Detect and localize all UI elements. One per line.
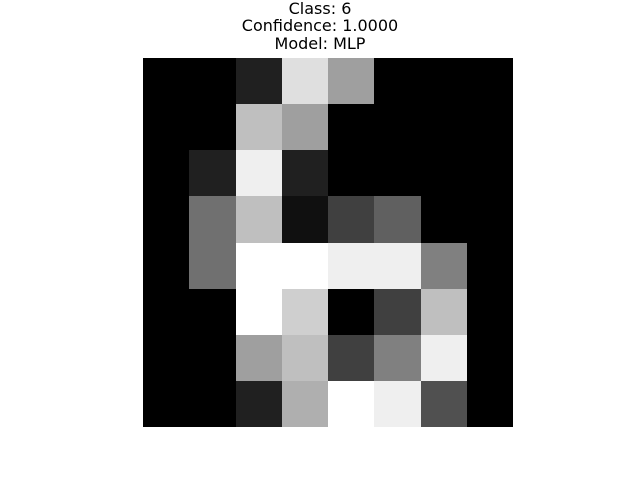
pixel-cell-r1-c5 — [374, 104, 421, 150]
pixel-cell-r0-c7 — [467, 58, 513, 104]
pixel-cell-r3-c3 — [282, 196, 328, 243]
pixel-cell-r0-c4 — [328, 58, 374, 104]
pixel-cell-r1-c1 — [189, 104, 236, 150]
pixel-cell-r3-c0 — [143, 196, 189, 243]
pixel-cell-r2-c3 — [282, 150, 328, 196]
pixel-cell-r4-c5 — [374, 243, 421, 289]
pixel-cell-r4-c3 — [282, 243, 328, 289]
pixel-cell-r5-c3 — [282, 289, 328, 335]
pixel-cell-r5-c7 — [467, 289, 513, 335]
pixel-cell-r1-c4 — [328, 104, 374, 150]
pixel-cell-r7-c3 — [282, 381, 328, 427]
pixel-cell-r7-c2 — [236, 381, 282, 427]
pixel-cell-r3-c7 — [467, 196, 513, 243]
pixel-cell-r7-c0 — [143, 381, 189, 427]
pixel-cell-r2-c0 — [143, 150, 189, 196]
pixel-cell-r3-c1 — [189, 196, 236, 243]
pixel-cell-r4-c7 — [467, 243, 513, 289]
pixel-cell-r4-c2 — [236, 243, 282, 289]
pixel-cell-r6-c0 — [143, 335, 189, 381]
pixel-cell-r4-c6 — [421, 243, 467, 289]
pixel-cell-r3-c2 — [236, 196, 282, 243]
pixel-cell-r3-c6 — [421, 196, 467, 243]
pixel-cell-r5-c1 — [189, 289, 236, 335]
pixel-cell-r6-c2 — [236, 335, 282, 381]
pixel-cell-r5-c0 — [143, 289, 189, 335]
pixel-cell-r7-c1 — [189, 381, 236, 427]
pixel-cell-r0-c2 — [236, 58, 282, 104]
pixel-cell-r3-c5 — [374, 196, 421, 243]
pixel-cell-r2-c2 — [236, 150, 282, 196]
pixel-cell-r1-c7 — [467, 104, 513, 150]
title-confidence-line: Confidence: 1.0000 — [241, 16, 399, 35]
pixel-cell-r2-c5 — [374, 150, 421, 196]
pixel-cell-r6-c1 — [189, 335, 236, 381]
pixel-cell-r1-c2 — [236, 104, 282, 150]
pixel-cell-r2-c7 — [467, 150, 513, 196]
pixel-cell-r7-c4 — [328, 381, 374, 427]
pixel-cell-r5-c4 — [328, 289, 374, 335]
pixel-cell-r6-c7 — [467, 335, 513, 381]
pixel-cell-r0-c0 — [143, 58, 189, 104]
pixel-cell-r6-c6 — [421, 335, 467, 381]
digit-image-heatmap — [143, 58, 513, 427]
pixel-cell-r4-c0 — [143, 243, 189, 289]
pixel-cell-r0-c6 — [421, 58, 467, 104]
pixel-cell-r5-c2 — [236, 289, 282, 335]
pixel-cell-r7-c7 — [467, 381, 513, 427]
pixel-cell-r1-c3 — [282, 104, 328, 150]
pixel-cell-r3-c4 — [328, 196, 374, 243]
pixel-cell-r0-c3 — [282, 58, 328, 104]
pixel-cell-r2-c4 — [328, 150, 374, 196]
pixel-cell-r0-c5 — [374, 58, 421, 104]
pixel-cell-r6-c5 — [374, 335, 421, 381]
pixel-cell-r1-c6 — [421, 104, 467, 150]
pixel-cell-r0-c1 — [189, 58, 236, 104]
pixel-cell-r6-c4 — [328, 335, 374, 381]
pixel-cell-r5-c6 — [421, 289, 467, 335]
title-model-line: Model: MLP — [274, 34, 366, 53]
pixel-cell-r2-c6 — [421, 150, 467, 196]
pixel-cell-r2-c1 — [189, 150, 236, 196]
pixel-cell-r5-c5 — [374, 289, 421, 335]
pixel-cell-r7-c6 — [421, 381, 467, 427]
pixel-cell-r4-c4 — [328, 243, 374, 289]
pixel-cell-r6-c3 — [282, 335, 328, 381]
title-class-line: Class: 6 — [288, 0, 352, 18]
pixel-cell-r7-c5 — [374, 381, 421, 427]
pixel-cell-r4-c1 — [189, 243, 236, 289]
pixel-cell-r1-c0 — [143, 104, 189, 150]
